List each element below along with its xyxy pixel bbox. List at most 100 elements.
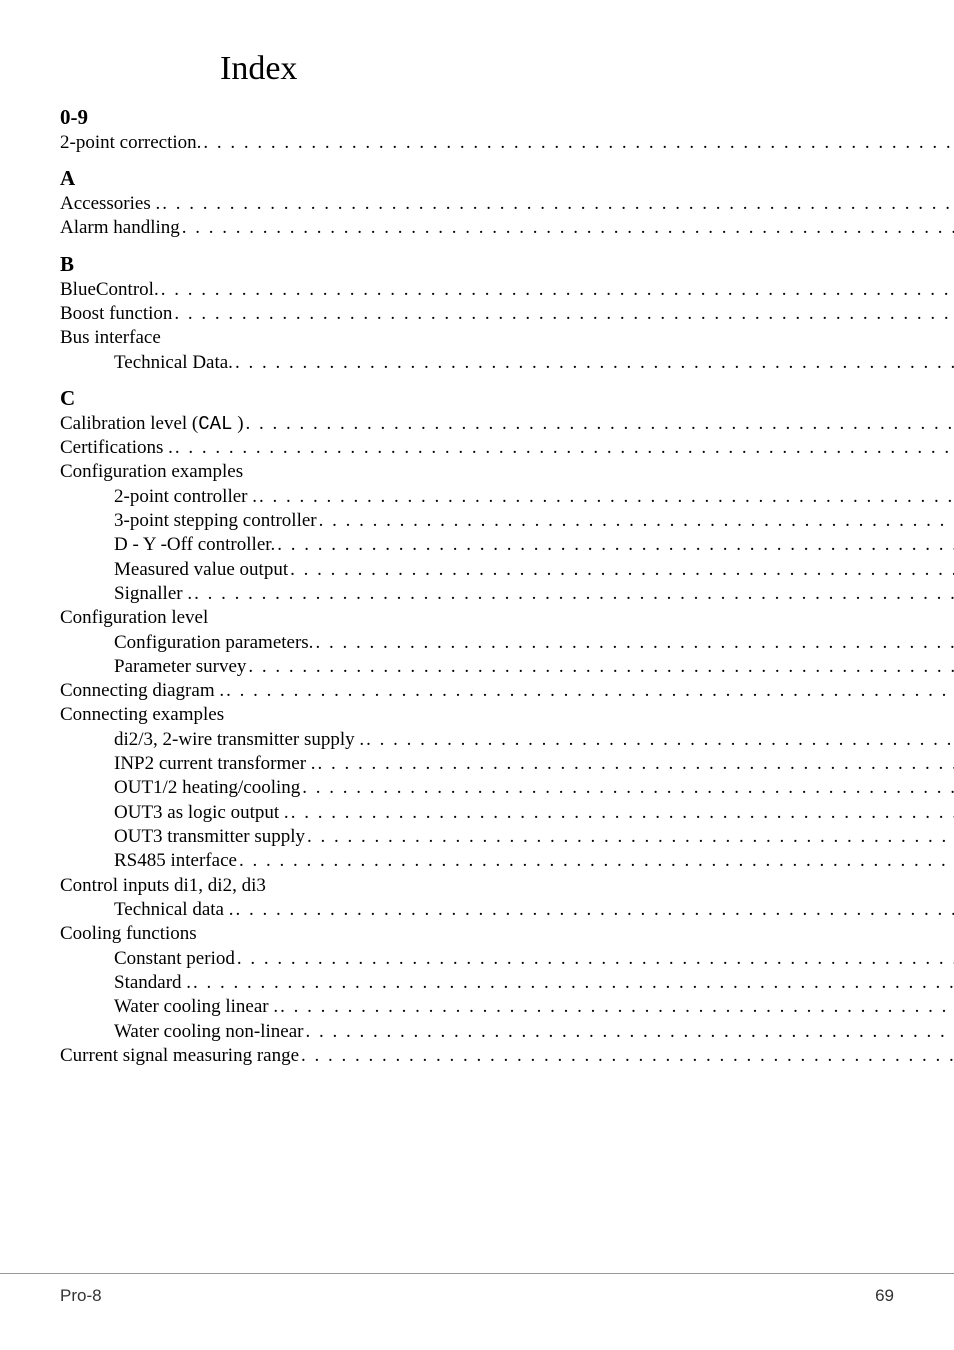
index-entry-label: di2/3, 2-wire transmitter supply . bbox=[114, 728, 364, 752]
leader-dots bbox=[305, 825, 954, 849]
index-entry-label: Certifications . bbox=[60, 436, 173, 460]
index-entry-label: OUT3 as logic output . bbox=[114, 801, 289, 825]
index-entry-label: 3-point stepping controller bbox=[114, 509, 317, 533]
index-entry-label: Calibration level (CAL ) bbox=[60, 412, 244, 436]
index-entry: INP2 current transformer .9 bbox=[60, 752, 954, 776]
index-entry-label: RS485 interface bbox=[114, 849, 237, 873]
index-entry-label: OUT3 transmitter supply bbox=[114, 825, 305, 849]
leader-dots bbox=[172, 302, 954, 326]
leader-dots bbox=[233, 898, 954, 922]
index-entry: 3-point stepping controller44 bbox=[60, 509, 954, 533]
leader-dots bbox=[180, 216, 954, 240]
index-entry-label: Configuration parameters. bbox=[114, 631, 313, 655]
page: Index 0-92-point correction.55 AAccessori… bbox=[0, 0, 954, 1350]
index-entry: Certifications .66 bbox=[60, 436, 954, 460]
leader-dots bbox=[317, 509, 954, 533]
leader-dots bbox=[191, 971, 954, 995]
index-entry: D - Y -Off controller.45 bbox=[60, 533, 954, 557]
leader-dots bbox=[159, 278, 954, 302]
index-entry-label: Technical Data. bbox=[114, 351, 233, 375]
leader-dots bbox=[201, 131, 954, 155]
index-entry-label: Water cooling linear . bbox=[114, 995, 278, 1019]
index-entry-label: Standard . bbox=[114, 971, 191, 995]
leader-dots bbox=[303, 1020, 954, 1044]
index-entry: OUT3 as logic output .10 bbox=[60, 801, 954, 825]
leader-dots bbox=[316, 752, 954, 776]
index-entry-label: Alarm handling bbox=[60, 216, 180, 240]
section-letter: 0-9 bbox=[60, 104, 954, 131]
index-entry: Parameter survey28 bbox=[60, 655, 954, 679]
leader-dots bbox=[160, 192, 954, 216]
index-entry: RS485 interface11 bbox=[60, 849, 954, 873]
leader-dots bbox=[192, 582, 954, 606]
index-title: Index bbox=[220, 50, 894, 88]
section-letter: A bbox=[60, 165, 954, 192]
index-entry: 2-point controller .42 - 43 bbox=[60, 485, 954, 509]
index-entry: OUT1/2 heating/cooling9 bbox=[60, 776, 954, 800]
leader-dots bbox=[235, 947, 954, 971]
index-entry-label: OUT1/2 heating/cooling bbox=[114, 776, 300, 800]
leader-dots bbox=[289, 801, 954, 825]
index-heading: Control inputs di1, di2, di3 bbox=[60, 874, 954, 898]
index-entry-label: 2-point controller . bbox=[114, 485, 257, 509]
leader-dots bbox=[257, 485, 954, 509]
index-entry: BlueControl.61 bbox=[60, 278, 954, 302]
leader-dots bbox=[244, 412, 954, 436]
section-letter: C bbox=[60, 385, 954, 412]
index-heading: Connecting examples bbox=[60, 703, 954, 727]
leader-dots bbox=[233, 351, 954, 375]
index-entry: 2-point correction.55 bbox=[60, 131, 954, 155]
index-entry-label: Parameter survey bbox=[114, 655, 246, 679]
index-heading: Cooling functions bbox=[60, 922, 954, 946]
index-entry: Accessories .62 bbox=[60, 192, 954, 216]
leader-dots bbox=[299, 1044, 954, 1068]
index-entry: Boost function58 bbox=[60, 302, 954, 326]
leader-dots bbox=[313, 631, 954, 655]
index-entry: Current signal measuring range64 bbox=[60, 1044, 954, 1068]
page-footer: Pro-8 69 bbox=[0, 1273, 954, 1306]
index-entry: Technical data .64 bbox=[60, 898, 954, 922]
index-heading: Configuration examples bbox=[60, 460, 954, 484]
index-entry: Connecting diagram .7 bbox=[60, 679, 954, 703]
index-entry-label: Connecting diagram . bbox=[60, 679, 224, 703]
index-entry: OUT3 transmitter supply10 bbox=[60, 825, 954, 849]
index-entry: Standard .38 bbox=[60, 971, 954, 995]
leader-dots bbox=[300, 776, 954, 800]
leader-dots bbox=[237, 849, 954, 873]
index-columns: 0-92-point correction.55AAccessories .62… bbox=[60, 104, 894, 1069]
index-entry-label: Water cooling non-linear bbox=[114, 1020, 303, 1044]
leader-dots bbox=[288, 558, 954, 582]
leader-dots bbox=[246, 655, 954, 679]
section-letter: B bbox=[60, 251, 954, 278]
index-entry: Water cooling non-linear39 bbox=[60, 1020, 954, 1044]
index-entry-label: Current signal measuring range bbox=[60, 1044, 299, 1068]
index-entry: Calibration level (CAL )53 - 55 bbox=[60, 412, 954, 436]
leader-dots bbox=[278, 995, 954, 1019]
index-entry: di2/3, 2-wire transmitter supply .10 bbox=[60, 728, 954, 752]
index-heading: Configuration level bbox=[60, 606, 954, 630]
footer-right: 69 bbox=[875, 1286, 894, 1306]
index-entry: Technical Data.65 bbox=[60, 351, 954, 375]
leader-dots bbox=[275, 533, 954, 557]
index-heading: Bus interface bbox=[60, 326, 954, 350]
index-entry-label: D - Y -Off controller. bbox=[114, 533, 275, 557]
index-entry: Water cooling linear .39 bbox=[60, 995, 954, 1019]
leader-dots bbox=[364, 728, 954, 752]
footer-left: Pro-8 bbox=[60, 1286, 102, 1306]
index-entry: Measured value output46 bbox=[60, 558, 954, 582]
index-entry-label: Technical data . bbox=[114, 898, 233, 922]
index-entry: Signaller .41 bbox=[60, 582, 954, 606]
index-entry-label: INP2 current transformer . bbox=[114, 752, 316, 776]
index-entry: Constant period40 bbox=[60, 947, 954, 971]
index-entry-label: Boost function bbox=[60, 302, 172, 326]
index-entry-label: Measured value output bbox=[114, 558, 288, 582]
index-entry-label: Constant period bbox=[114, 947, 235, 971]
index-entry-label: BlueControl. bbox=[60, 278, 159, 302]
index-left-column: 0-92-point correction.55 AAccessories .62… bbox=[60, 104, 954, 1069]
index-entry-label: Accessories . bbox=[60, 192, 160, 216]
index-entry-label: Signaller . bbox=[114, 582, 192, 606]
index-entry-label: 2-point correction. bbox=[60, 131, 201, 155]
index-entry: Configuration parameters.29 - 37 bbox=[60, 631, 954, 655]
leader-dots bbox=[224, 679, 954, 703]
index-entry: Alarm handling25 - 26 bbox=[60, 216, 954, 240]
